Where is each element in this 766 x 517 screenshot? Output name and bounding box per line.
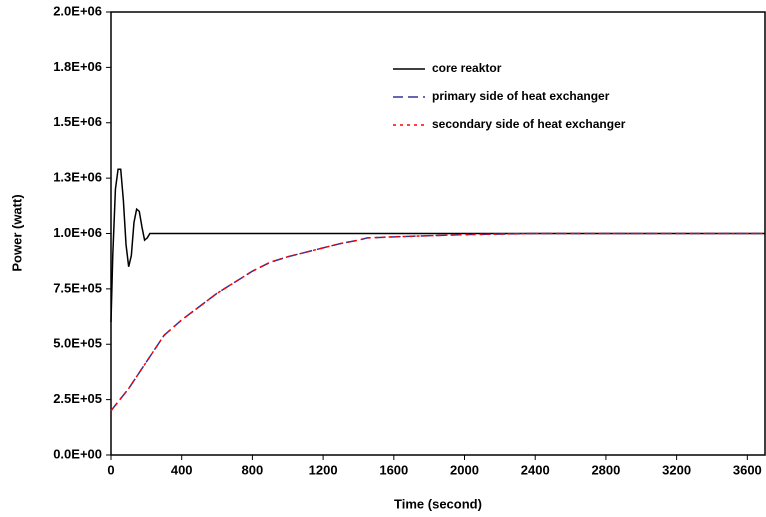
series-line — [110, 168, 765, 323]
x-tick-label: 3600 — [733, 462, 762, 477]
x-tick-label: 2000 — [450, 462, 479, 477]
legend-label: primary side of heat exchanger — [432, 89, 610, 103]
y-tick-label: 0.0E+00 — [53, 446, 102, 461]
series-line — [110, 232, 765, 412]
x-axis-title: Time (second) — [394, 496, 482, 511]
y-axis-title: Power (watt) — [9, 194, 24, 271]
y-tick-label: 5.0E+05 — [53, 336, 102, 351]
x-tick-label: 3200 — [662, 462, 691, 477]
y-tick-label: 1.3E+06 — [53, 170, 102, 185]
x-tick-label: 400 — [171, 462, 193, 477]
legend-label: core reaktor — [432, 61, 502, 75]
x-tick-label: 800 — [242, 462, 264, 477]
x-tick-label: 1200 — [309, 462, 338, 477]
y-tick-label: 1.5E+06 — [53, 114, 102, 129]
y-tick-label: 2.5E+05 — [53, 391, 102, 406]
x-tick-label: 1600 — [379, 462, 408, 477]
y-tick-label: 2.0E+06 — [53, 3, 102, 18]
x-tick-label: 2400 — [521, 462, 550, 477]
y-tick-label: 1.8E+06 — [53, 59, 102, 74]
y-tick-label: 1.0E+06 — [53, 225, 102, 240]
y-tick-label: 7.5E+05 — [53, 280, 102, 295]
x-tick-label: 0 — [107, 462, 114, 477]
x-tick-label: 2800 — [591, 462, 620, 477]
legend-label: secondary side of heat exchanger — [432, 117, 626, 131]
series-line — [110, 232, 765, 412]
